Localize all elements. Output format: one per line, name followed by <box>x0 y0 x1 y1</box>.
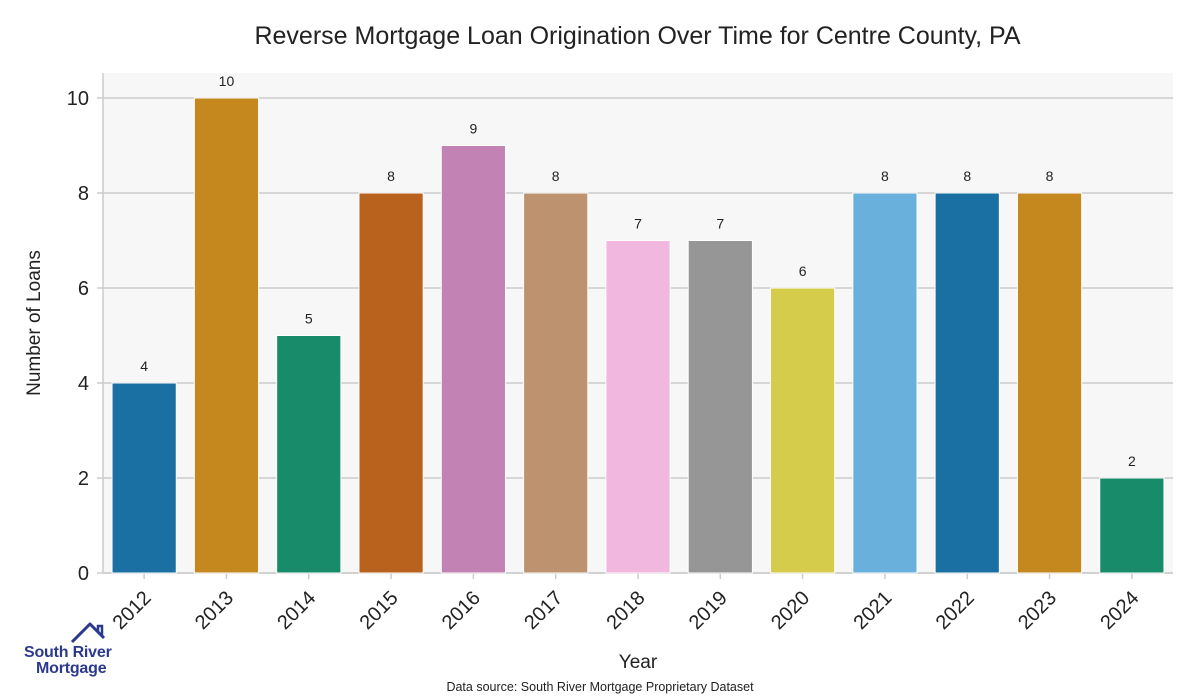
x-tick-label-2023: 2023 <box>1014 587 1061 634</box>
bar-2024 <box>1099 477 1165 574</box>
chart-title: Reverse Mortgage Loan Origination Over T… <box>254 22 1021 50</box>
x-tick-label-2019: 2019 <box>685 587 732 634</box>
y-tick-label: 0 <box>78 563 89 585</box>
x-tick-label-2024: 2024 <box>1096 587 1143 634</box>
bar-2016 <box>440 145 506 574</box>
data-label-2013: 10 <box>219 73 235 89</box>
data-label-2016: 9 <box>469 121 477 137</box>
x-tick-label-2020: 2020 <box>767 587 814 634</box>
bar-2019 <box>687 240 753 574</box>
data-label-2015: 8 <box>387 168 395 184</box>
bar-2018 <box>605 240 671 574</box>
y-tick-label: 10 <box>67 88 89 110</box>
x-tick-label-2018: 2018 <box>603 587 650 634</box>
data-label-2024: 2 <box>1128 453 1136 469</box>
y-axis-label: Number of Loans <box>24 250 45 396</box>
x-tick-label-2017: 2017 <box>520 587 567 634</box>
x-axis-label: Year <box>619 652 658 673</box>
bar-2020 <box>770 287 836 574</box>
data-label-2018: 7 <box>634 216 642 232</box>
data-label-2020: 6 <box>799 263 807 279</box>
y-tick-label: 4 <box>78 373 89 395</box>
data-label-2019: 7 <box>716 216 724 232</box>
logo-text-line2: Mortgage <box>36 660 107 677</box>
data-label-2022: 8 <box>963 168 971 184</box>
bar-2014 <box>276 335 342 574</box>
y-tick-label: 8 <box>78 183 89 205</box>
x-tick-label-2013: 2013 <box>191 587 238 634</box>
bar-2015 <box>358 192 424 574</box>
logo-text-line1: South River <box>24 644 112 661</box>
data-label-2023: 8 <box>1046 168 1054 184</box>
x-tick-label-2021: 2021 <box>849 587 896 634</box>
x-tick-label-2022: 2022 <box>932 587 979 634</box>
data-label-2021: 8 <box>881 168 889 184</box>
bar-2013 <box>193 97 260 574</box>
bar-2012 <box>111 382 177 574</box>
x-tick-label-2014: 2014 <box>273 587 320 634</box>
data-label-2012: 4 <box>140 358 148 374</box>
bar-2021 <box>852 192 918 574</box>
bars <box>111 97 1165 574</box>
data-label-2017: 8 <box>552 168 560 184</box>
bar-2022 <box>934 192 1000 574</box>
data-labels: 4 10 5 8 9 8 7 7 6 8 8 8 2 <box>140 73 1136 469</box>
data-label-2014: 5 <box>305 311 313 327</box>
y-tick-label: 6 <box>78 278 89 300</box>
house-icon <box>70 622 106 644</box>
bar-2023 <box>1016 192 1083 574</box>
x-tick-label-2016: 2016 <box>438 587 485 634</box>
bar-2017 <box>523 192 589 574</box>
south-river-mortgage-logo: South River Mortgage <box>22 620 132 680</box>
x-tick-label-2015: 2015 <box>356 587 403 634</box>
y-tick-label: 2 <box>78 468 89 490</box>
data-source-note: Data source: South River Mortgage Propri… <box>446 680 754 694</box>
